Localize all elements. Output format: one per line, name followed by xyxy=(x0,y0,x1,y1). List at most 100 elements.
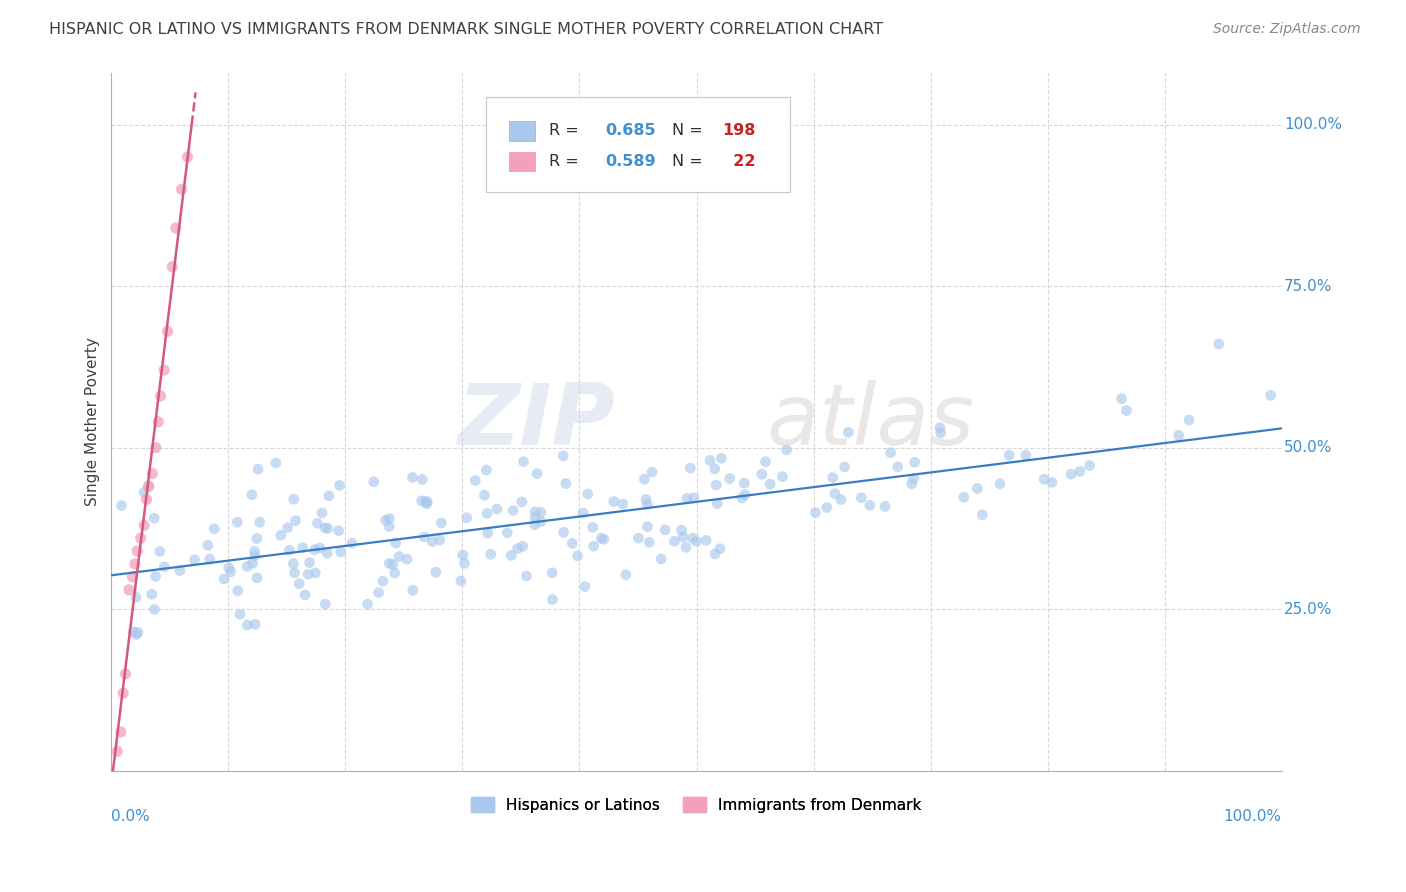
Point xyxy=(474,488,496,502)
Y-axis label: Single Mother Poverty: Single Mother Poverty xyxy=(86,337,100,507)
Point xyxy=(411,494,433,508)
Point xyxy=(733,476,755,491)
Point xyxy=(149,389,172,403)
Point xyxy=(314,597,336,611)
Point xyxy=(429,533,451,548)
Point xyxy=(709,541,731,556)
Point xyxy=(415,497,437,511)
Text: 198: 198 xyxy=(723,123,755,138)
Point xyxy=(309,541,332,555)
Point xyxy=(900,476,922,491)
Point xyxy=(363,475,385,489)
Point xyxy=(453,556,475,570)
Point xyxy=(582,539,605,553)
Point xyxy=(879,446,901,460)
Point xyxy=(1208,337,1230,351)
Text: 75.0%: 75.0% xyxy=(1284,278,1333,293)
Point xyxy=(183,552,205,566)
Point xyxy=(236,559,259,574)
Text: HISPANIC OR LATINO VS IMMIGRANTS FROM DENMARK SINGLE MOTHER POVERTY CORRELATION : HISPANIC OR LATINO VS IMMIGRANTS FROM DE… xyxy=(49,22,883,37)
Point xyxy=(1078,458,1101,473)
Point xyxy=(682,531,704,545)
Point xyxy=(415,494,437,508)
Point xyxy=(307,516,329,531)
Point xyxy=(776,442,799,457)
Point xyxy=(134,518,156,533)
Point xyxy=(515,569,537,583)
Point xyxy=(240,488,263,502)
Point xyxy=(574,580,596,594)
Point xyxy=(1260,388,1282,402)
Point xyxy=(249,515,271,529)
Point xyxy=(638,535,661,549)
Point xyxy=(402,583,425,598)
Point xyxy=(246,571,269,585)
Point xyxy=(671,523,693,537)
Text: atlas: atlas xyxy=(766,380,974,463)
Text: 100.0%: 100.0% xyxy=(1223,809,1282,824)
Point xyxy=(416,495,439,509)
Point xyxy=(641,465,664,479)
Point xyxy=(378,511,401,525)
Point xyxy=(512,539,534,553)
Text: 22: 22 xyxy=(723,154,756,169)
Point xyxy=(143,511,166,525)
Point xyxy=(456,510,478,524)
Point xyxy=(145,441,167,455)
Point xyxy=(553,449,575,463)
Point xyxy=(612,497,634,511)
FancyBboxPatch shape xyxy=(509,121,536,141)
Point xyxy=(485,502,508,516)
Point xyxy=(316,546,339,560)
Point xyxy=(202,522,225,536)
Point xyxy=(998,448,1021,462)
Legend: Hispanics or Latinos, Immigrants from Denmark: Hispanics or Latinos, Immigrants from De… xyxy=(465,790,928,819)
Point xyxy=(121,570,143,584)
Point xyxy=(226,583,249,598)
Point xyxy=(524,510,547,524)
Point xyxy=(695,533,717,548)
Point xyxy=(413,530,436,544)
Point xyxy=(304,566,326,580)
Point xyxy=(451,548,474,562)
Point xyxy=(176,150,198,164)
Point xyxy=(830,492,852,507)
Point xyxy=(388,549,411,564)
Point xyxy=(637,519,659,533)
Point xyxy=(682,491,704,505)
Point xyxy=(283,492,305,507)
Point xyxy=(479,547,502,561)
Point xyxy=(197,538,219,552)
Point xyxy=(530,505,553,519)
Point xyxy=(903,471,925,485)
Point xyxy=(754,455,776,469)
Point xyxy=(526,467,548,481)
Point xyxy=(153,363,176,377)
Point xyxy=(679,461,702,475)
Point xyxy=(114,666,136,681)
Point xyxy=(710,451,733,466)
Point xyxy=(148,415,170,429)
Point xyxy=(378,519,401,533)
Point xyxy=(770,469,793,483)
Text: 0.589: 0.589 xyxy=(605,154,655,169)
Point xyxy=(706,496,728,510)
Point xyxy=(1040,475,1063,490)
Point xyxy=(340,536,363,550)
Point xyxy=(283,557,305,571)
Point xyxy=(554,476,576,491)
Point xyxy=(138,479,160,493)
Point xyxy=(815,500,838,515)
Point xyxy=(395,552,418,566)
Point xyxy=(988,476,1011,491)
Point xyxy=(591,531,613,545)
Point xyxy=(198,552,221,566)
Point xyxy=(672,530,695,544)
Point xyxy=(288,576,311,591)
Point xyxy=(834,459,856,474)
Point xyxy=(242,557,264,571)
Point xyxy=(329,545,352,559)
Point xyxy=(136,479,159,493)
Point xyxy=(676,491,699,506)
Point xyxy=(633,472,655,486)
